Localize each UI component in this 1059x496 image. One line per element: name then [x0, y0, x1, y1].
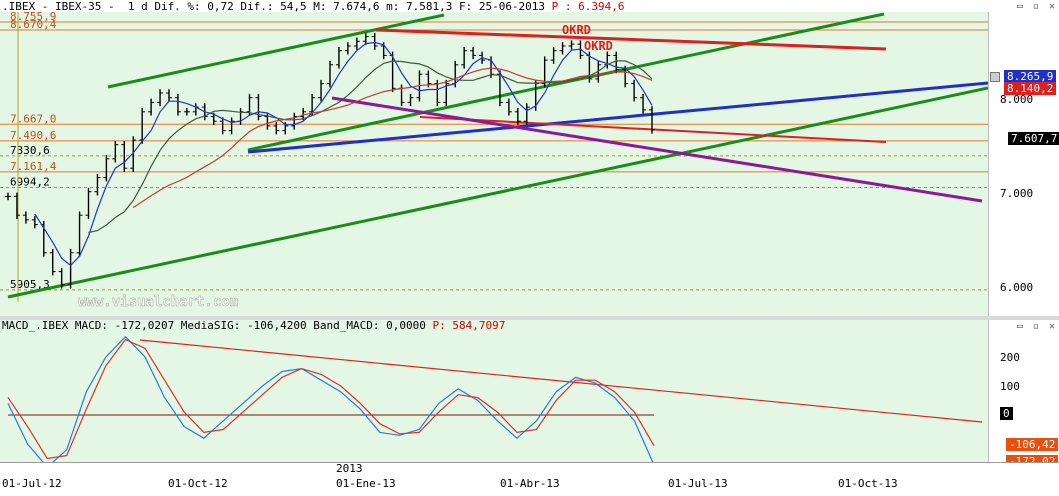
macd-tick-200: 200 [1000, 351, 1020, 364]
y-tick-7000: 7.000 [1000, 187, 1034, 200]
level-label-0: 8.755,9 [10, 12, 56, 23]
green-channel-upper [107, 13, 445, 89]
price-header-info: .IBEX - IBEX-35 - 1 d Dif. %: 0,72 Dif.:… [2, 0, 546, 13]
level-label-5: 7.161,4 [10, 160, 57, 173]
annotation-okrd-1: OKRD [562, 23, 591, 37]
macd-window-controls[interactable]: ▭ ▫ ✕ [1016, 321, 1057, 332]
x-label-oct12: 01-Oct-12 [168, 477, 228, 490]
macd-chart [7, 335, 983, 462]
blue-trendline [247, 81, 988, 154]
moving-average-short [34, 41, 653, 267]
price-pane-header [0, 0, 1059, 12]
y-tick-6000: 6.000 [1000, 281, 1034, 294]
y-tick-8000: 8.000 [1000, 93, 1034, 106]
price-chart-panel[interactable]: 8.755,9 8.670,4 7.667,0 7.490,6 7330,6 7.161,… [0, 12, 988, 316]
x-label-jul13: 01-Jul-13 [668, 477, 728, 490]
price-header-p: P : 6.394,6 [545, 0, 625, 13]
price-tag-last: 7.607,7 [1008, 132, 1059, 145]
x-label-2013: 2013 [336, 462, 363, 475]
price-y-axis [988, 12, 1059, 316]
watermark: www.visualchart.com [78, 294, 238, 310]
x-label-abr13: 01-Abr-13 [500, 477, 560, 490]
green-channel-middle [247, 12, 885, 152]
price-header: .IBEX - IBEX-35 - 1 d Dif. %: 0,72 Dif.:… [2, 1, 625, 13]
purple-trendline [331, 96, 983, 203]
macd-header-info: MACD_.IBEX MACD: -172,0207 MediaSIG: -10… [2, 319, 426, 332]
level-label-1: 8.670,4 [10, 18, 57, 31]
level-label-2: 7.667,0 [10, 112, 56, 125]
macd-pane-divider[interactable] [0, 316, 1059, 320]
macd-tag-band: 0 [1000, 407, 1013, 420]
macd-line [7, 335, 654, 462]
red-trendline-top [375, 28, 887, 51]
price-tag-blue-trend: 8.265,9 [1004, 70, 1057, 83]
price-window-controls[interactable]: ▭ ▫ ✕ [1016, 1, 1057, 12]
macd-header-p: P: 584,7097 [425, 319, 506, 332]
x-label-jul12: 01-Jul-12 [2, 477, 62, 490]
moving-average-mid [88, 60, 653, 234]
level-label-3: 7.490,6 [10, 129, 56, 142]
x-label-ene13: 01-Ene-13 [336, 477, 396, 490]
macd-chart-panel[interactable] [0, 320, 988, 462]
macd-tick-100: 100 [1000, 380, 1020, 393]
level-label-7: 5905,3 [10, 278, 50, 291]
moving-average-long [132, 67, 653, 209]
price-chart: 8.755,98.670,4 7.667,0 7.490,6 7330,6 7.161,… [0, 12, 988, 310]
macd-signal-line [7, 338, 655, 460]
macd-tag-signal: -106,42 [1006, 438, 1059, 451]
pane-collapse-icon[interactable] [990, 72, 1000, 82]
level-label-6: 6994,2 [10, 176, 50, 189]
x-label-oct13: 01-Oct-13 [838, 477, 898, 490]
macd-header: MACD_.IBEX MACD: -172,0207 MediaSIG: -10… [2, 320, 505, 332]
price-tag-red-trend: 8.140,2 [1004, 82, 1057, 95]
macd-trendline [139, 339, 983, 423]
level-label-4: 7330,6 [10, 144, 50, 157]
x-axis [0, 462, 1059, 496]
annotation-okrd-2: OKRD [584, 39, 613, 53]
green-channel-lower [7, 86, 988, 299]
